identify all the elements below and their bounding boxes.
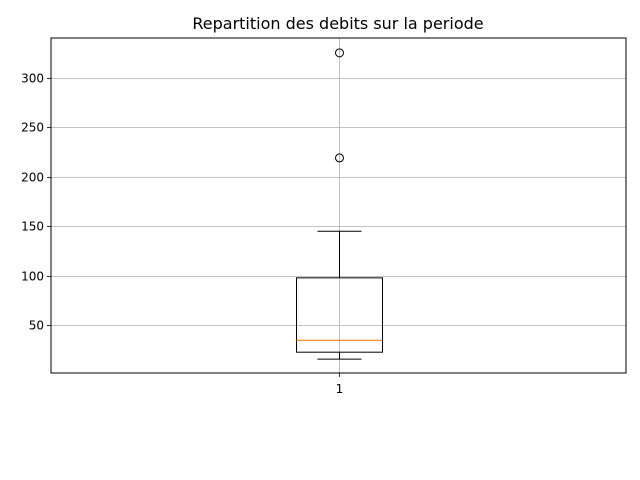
chart-title: Repartition des debits sur la periode [192, 14, 483, 33]
outlier-point [335, 153, 344, 163]
box-layer [296, 48, 383, 360]
iqr-box [296, 277, 383, 353]
x-tick-label: 1 [336, 382, 344, 396]
y-tick-label: 100 [21, 270, 44, 284]
outlier-point [335, 48, 344, 58]
y-tick-label: 250 [21, 121, 44, 135]
plot-frame [50, 37, 627, 374]
y-tick-label: 300 [21, 72, 44, 86]
y-tick-label: 150 [21, 220, 44, 234]
y-tick-label: 50 [29, 319, 44, 333]
y-tick-label: 200 [21, 171, 44, 185]
grid-lines [51, 38, 626, 373]
axes: 50 100 150 200 250 300 1 [21, 72, 343, 397]
